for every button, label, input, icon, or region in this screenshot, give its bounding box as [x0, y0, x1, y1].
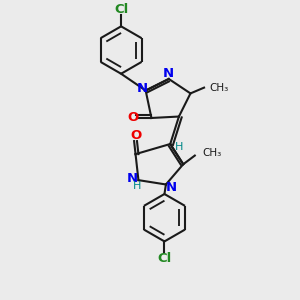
- Text: N: N: [136, 82, 148, 95]
- Text: O: O: [130, 129, 141, 142]
- Text: H: H: [175, 142, 184, 152]
- Text: CH₃: CH₃: [202, 148, 221, 158]
- Text: H: H: [133, 181, 142, 191]
- Text: Cl: Cl: [114, 3, 128, 16]
- Text: Cl: Cl: [157, 252, 172, 265]
- Text: N: N: [127, 172, 138, 185]
- Text: O: O: [127, 112, 138, 124]
- Text: N: N: [163, 67, 174, 80]
- Text: N: N: [166, 182, 177, 194]
- Text: CH₃: CH₃: [210, 82, 229, 93]
